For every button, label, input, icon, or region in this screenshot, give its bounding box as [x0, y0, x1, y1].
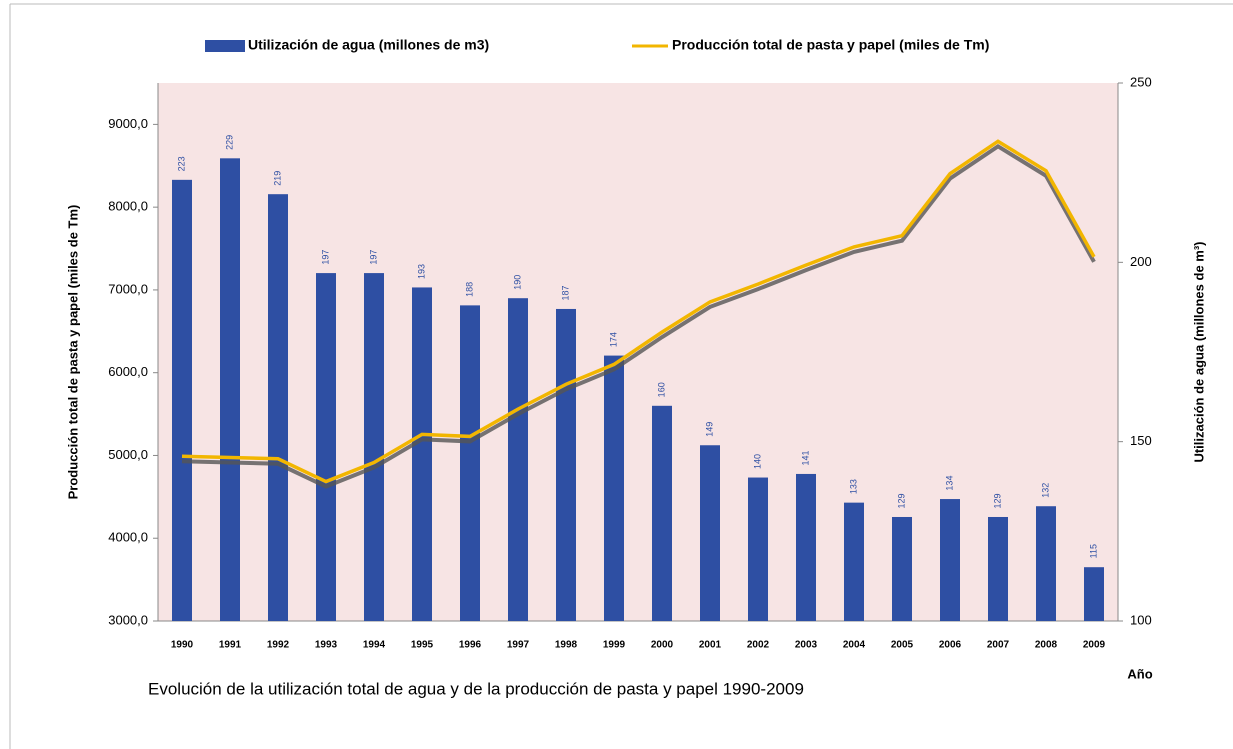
- x-tick-label: 2001: [699, 640, 722, 651]
- y-tick-label: 6000,0: [108, 364, 148, 379]
- bar: [700, 445, 720, 621]
- line: [181, 139, 1096, 484]
- value-label: 133: [848, 479, 858, 494]
- x-tick-label: 2006: [939, 640, 962, 651]
- value-label: 174: [608, 332, 618, 347]
- y2-tick-label: 100: [1130, 612, 1152, 627]
- legend-swatch: [205, 40, 245, 52]
- value-label: 129: [896, 493, 906, 508]
- line-shadow: [181, 143, 1096, 489]
- bar: [412, 287, 432, 621]
- y-tick-label: 8000,0: [108, 199, 148, 214]
- x-tick-label: 1997: [507, 640, 530, 651]
- y2-tick-label: 200: [1130, 254, 1152, 269]
- value-label: 193: [416, 264, 426, 279]
- value-label: 149: [704, 422, 714, 437]
- y-tick-label: 9000,0: [108, 116, 148, 131]
- bar: [940, 499, 960, 621]
- value-label: 197: [368, 250, 378, 265]
- bar: [1036, 506, 1056, 621]
- x-tick-label: 2000: [651, 640, 674, 651]
- bar: [844, 502, 864, 621]
- bar: [556, 308, 576, 621]
- value-label: 229: [224, 135, 234, 150]
- y-tick-label: 4000,0: [108, 530, 148, 545]
- bar: [796, 473, 816, 621]
- bar: [508, 298, 528, 621]
- bar: [172, 179, 192, 621]
- value-label: 197: [320, 250, 330, 265]
- bar: [268, 194, 288, 622]
- value-label: 187: [560, 285, 570, 300]
- x-tick-label: 1999: [603, 640, 626, 651]
- x-tick-label: 2003: [795, 640, 818, 651]
- bar: [316, 273, 336, 621]
- legend-label: Producción total de pasta y papel (miles…: [672, 37, 989, 53]
- bar: [220, 158, 240, 621]
- x-tick-label: 1998: [555, 640, 578, 651]
- bar: [892, 516, 912, 621]
- x-tick-label: 1992: [267, 640, 290, 651]
- value-label: 115: [1088, 544, 1098, 558]
- bar: [604, 355, 624, 621]
- value-label: 134: [944, 476, 954, 491]
- x-tick-label: 2007: [987, 640, 1010, 651]
- x-tick-label: 2005: [891, 640, 914, 651]
- x-tick-label: 2008: [1035, 640, 1058, 651]
- value-label: 190: [512, 275, 522, 290]
- y-tick-label: 7000,0: [108, 281, 148, 296]
- x-tick-label: 1990: [171, 640, 194, 651]
- value-label: 219: [272, 171, 282, 186]
- value-label: 141: [800, 450, 810, 465]
- legend-label: Utilización de agua (millones de m3): [248, 37, 489, 53]
- value-label: 132: [1040, 483, 1050, 498]
- x-tick-label: 2002: [747, 640, 770, 651]
- x-tick-label: 1993: [315, 640, 338, 651]
- value-label: 188: [464, 282, 474, 297]
- x-tick-label: 2004: [843, 640, 866, 651]
- x-tick-label: 1995: [411, 640, 434, 651]
- x-tick-label: 1996: [459, 640, 482, 651]
- value-label: 129: [992, 493, 1002, 508]
- bar: [1084, 567, 1104, 621]
- y2-axis-label: Utilización de agua (millones de m³): [1191, 241, 1206, 462]
- y2-tick-label: 150: [1130, 433, 1152, 448]
- bar: [748, 477, 768, 621]
- bar: [364, 273, 384, 621]
- value-label: 160: [656, 382, 666, 397]
- y-tick-label: 5000,0: [108, 447, 148, 462]
- y2-tick-label: 250: [1130, 74, 1152, 89]
- chart-caption: Evolución de la utilización total de agu…: [148, 679, 804, 698]
- value-label: 223: [176, 156, 186, 171]
- x-tick-label: 2009: [1083, 640, 1106, 651]
- bar: [460, 305, 480, 621]
- x-tick-label: 1994: [363, 640, 386, 651]
- bar: [652, 405, 672, 621]
- y-tick-label: 3000,0: [108, 612, 148, 627]
- value-label: 140: [752, 454, 762, 469]
- y-axis-label: Producción total de pasta y papel (miles…: [65, 205, 80, 500]
- bar: [988, 516, 1008, 621]
- x-tick-label: 1991: [219, 640, 242, 651]
- x-axis-label: Año: [1127, 666, 1152, 681]
